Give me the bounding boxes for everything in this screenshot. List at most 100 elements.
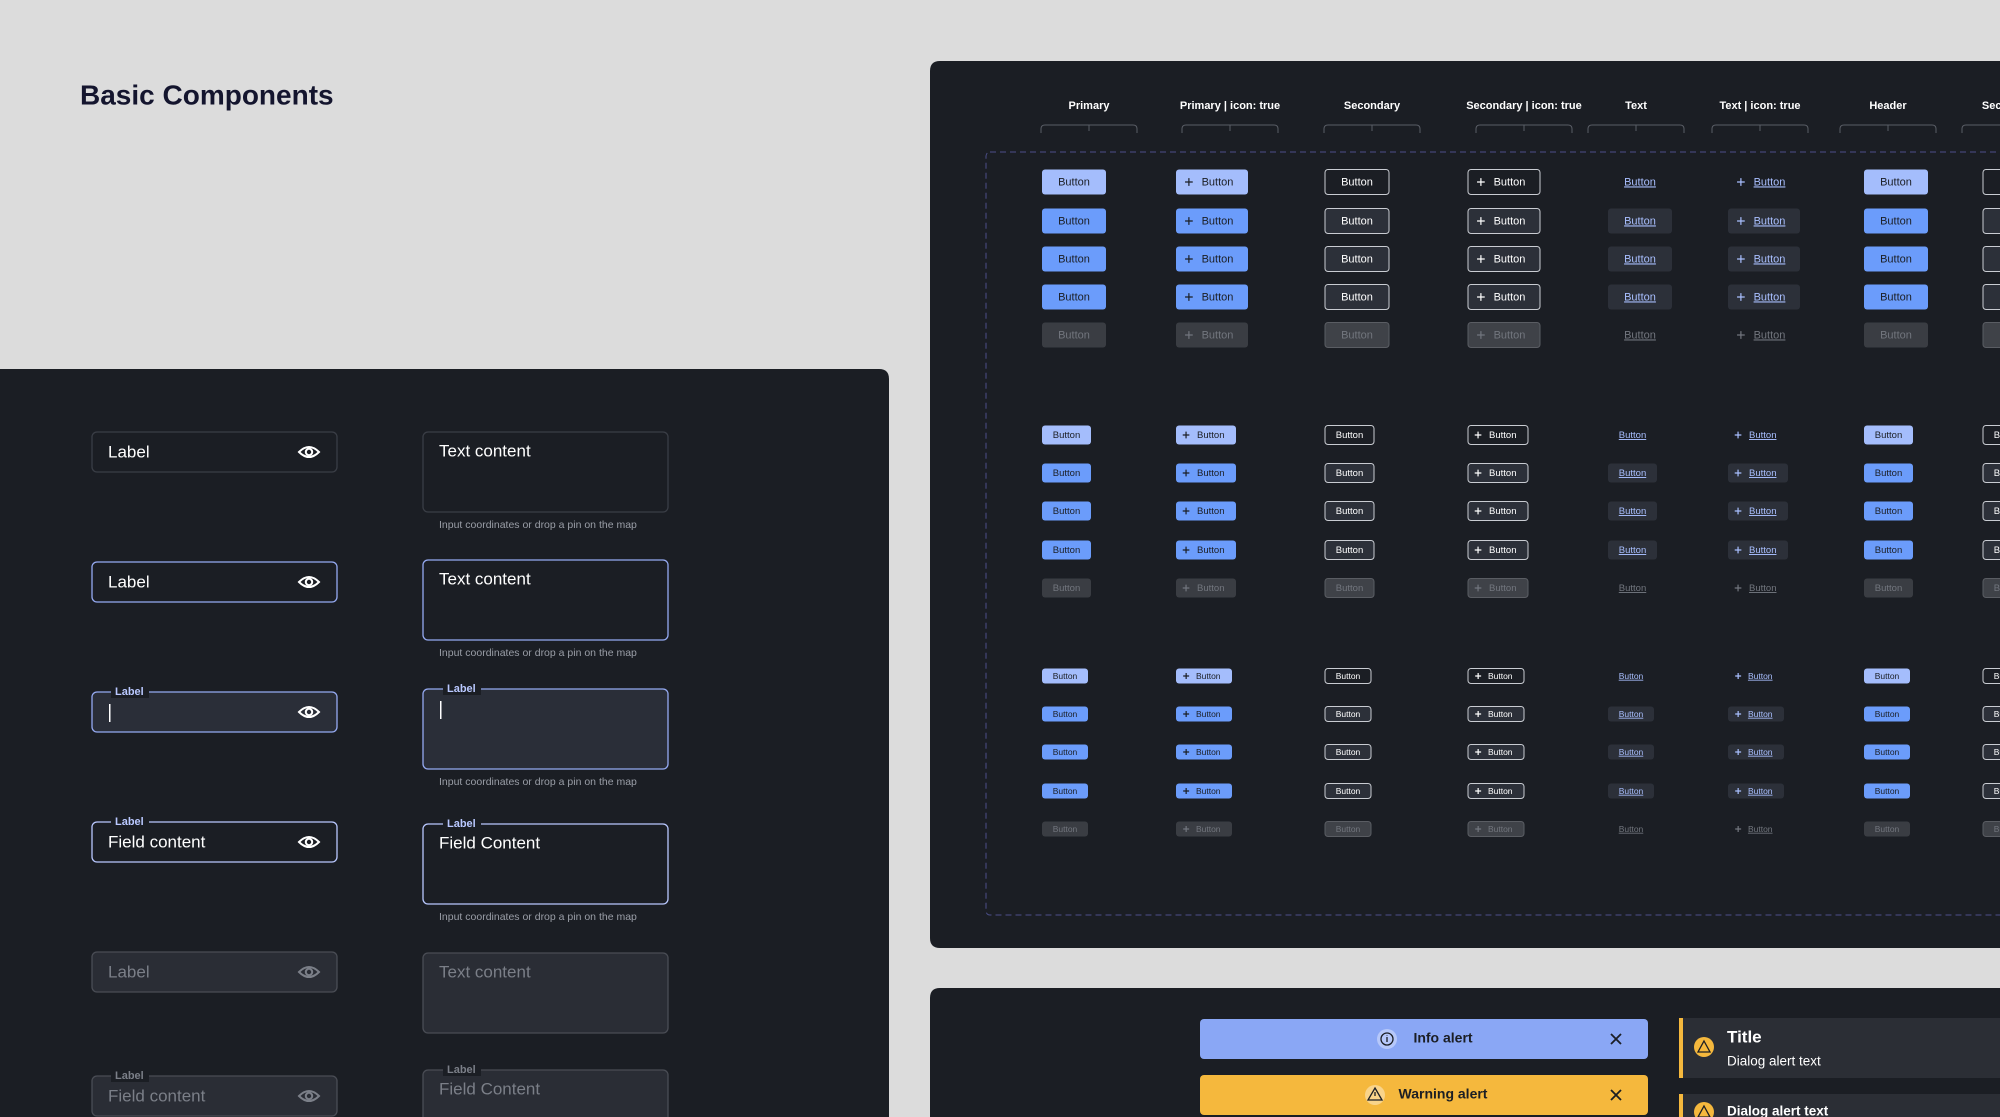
button-label: Button [1754,176,1786,188]
button [1042,744,1088,760]
button [1176,425,1236,445]
text-input [91,691,338,733]
button-label: Button [1341,253,1373,265]
eye-icon [297,966,321,978]
button-label: Button [1488,747,1513,757]
button-label: Button [1880,176,1912,188]
button [1982,821,2000,837]
button-label: Button [1875,747,1900,757]
button-label: Button [1880,253,1912,265]
button-label: Button [1749,468,1776,479]
button [1176,169,1248,195]
button-label: Button [1336,430,1363,441]
eye-pupil [304,707,314,717]
button [1467,208,1541,234]
button [1982,208,2000,234]
button-label: Button [1058,329,1090,341]
textarea [422,952,669,1034]
button-label: Button [1489,545,1516,556]
button [1864,668,1910,684]
button [1982,744,2000,760]
button [1608,208,1672,234]
button [1467,783,1525,799]
button [1042,501,1091,521]
eye-pupil [304,967,314,977]
button [1982,540,2000,560]
textarea [422,1069,669,1117]
button [1982,246,2000,272]
button-label: Button [1875,671,1900,681]
eye-icon [297,836,321,848]
eye-pupil [304,837,314,847]
label-gap [111,816,149,828]
plus-icon [1474,507,1482,515]
button [1467,540,1529,560]
dialog-text: Dialog alert text [1727,1104,1829,1117]
button-label: Button [1053,747,1078,757]
button-label: Button [1202,215,1234,227]
page-title: Basic Components [80,79,334,110]
button-label: Button [1748,824,1773,834]
plus-icon [1737,331,1745,339]
button [1467,425,1529,445]
button [1042,322,1106,348]
button-label: Button [1749,545,1776,556]
button-label: Button [1494,176,1526,188]
button [1864,540,1913,560]
button-label: Button [1336,709,1361,719]
button [1042,246,1106,272]
button-label: Button [1341,291,1373,303]
header-bracket [1475,124,1573,133]
button [1467,284,1541,310]
button [1176,744,1232,760]
button [1176,706,1232,722]
button [1864,578,1913,598]
plus-icon [1474,431,1482,439]
button [1864,208,1928,234]
column-header: Secondary [1344,100,1401,112]
plus-icon [1185,293,1193,301]
plus-icon [1182,431,1190,439]
label-gap [443,818,481,830]
button [1467,821,1525,837]
plus-icon [1183,788,1190,794]
button [1608,540,1657,560]
button-label: Button [1053,583,1080,594]
plus-icon [1735,673,1742,679]
plus-icon [1182,507,1190,515]
button [1042,578,1091,598]
plus-icon [1475,788,1482,794]
eye-outline [297,576,321,588]
button-label: Button [1341,215,1373,227]
button-label: Button [1875,468,1902,479]
button [1467,706,1525,722]
button-label: Button [1619,824,1644,834]
plus-icon [1734,431,1742,439]
plus-icon [1734,507,1742,515]
plus-icon [1474,546,1482,554]
button [1176,463,1236,483]
buttons-panel [930,61,2000,948]
button-label: Button [1619,709,1644,719]
button-label: Button [1624,253,1656,265]
close-icon [1610,1033,1622,1045]
button [1042,169,1106,195]
button-label: Button [1619,506,1646,517]
button [1982,463,2000,483]
button-label: Button [1994,583,2000,594]
button-label: Button [1880,329,1912,341]
header-bracket [1040,124,1138,133]
button [1324,706,1372,722]
button-label: Button [1196,709,1221,719]
plus-icon [1475,711,1482,717]
text-input [91,951,338,993]
button [1176,783,1232,799]
button [1728,208,1800,234]
textarea-text: Text content [439,962,531,981]
button [1324,501,1375,521]
button-label: Button [1202,291,1234,303]
floating-label: Label [115,1070,144,1082]
button-label: Button [1875,506,1902,517]
button [1608,744,1654,760]
button [1176,578,1236,598]
